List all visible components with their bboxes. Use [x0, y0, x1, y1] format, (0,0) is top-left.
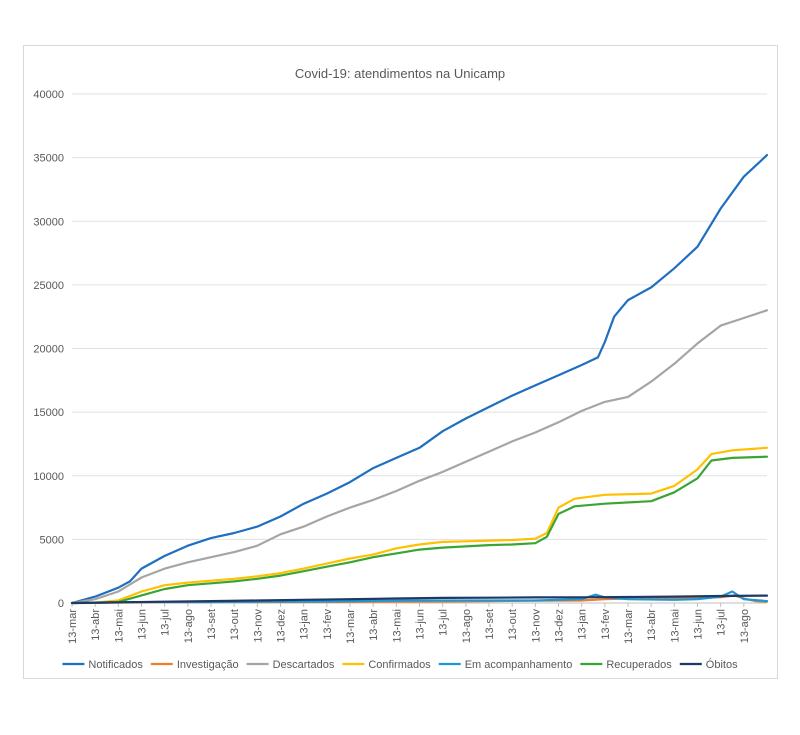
- legend-label-descartados: Descartados: [273, 659, 335, 671]
- series-line-confirmados: [70, 446, 769, 605]
- x-tick-label: 13-jun: [137, 609, 149, 640]
- chart-title: Covid-19: atendimentos na Unicamp: [295, 66, 505, 81]
- x-tick-label: 13-ago: [739, 609, 751, 643]
- x-tick-label: 13-set: [206, 609, 218, 640]
- series-line-obitos: [70, 594, 769, 605]
- x-tick-label: 13-jun: [415, 609, 427, 640]
- x-tick-label: 13-mai: [669, 609, 681, 643]
- x-tick-label: 13-nov: [530, 609, 542, 643]
- legend-label-confirmados: Confirmados: [368, 659, 431, 671]
- gridlines: [72, 93, 767, 604]
- x-tick-label: 13-dez: [554, 609, 566, 643]
- y-tick-label: 15000: [33, 407, 64, 419]
- x-tick-label: 13-dez: [276, 609, 288, 643]
- y-tick-label: 40000: [33, 89, 64, 101]
- chart-frame: [23, 45, 778, 679]
- x-tick-label: 13-set: [484, 609, 496, 640]
- x-tick-label: 13-jul: [438, 609, 450, 636]
- x-tick-label: 13-jun: [693, 609, 705, 640]
- x-axis: 13-mar 13-abr 13-mai 13-jun 13-jul 13-ago 13-s…: [67, 603, 751, 644]
- series-line-descartados: [70, 309, 769, 605]
- x-tick-label: 13-out: [507, 609, 519, 640]
- x-tick-label: 13-mai: [391, 609, 403, 643]
- x-tick-label: 13-fev: [600, 609, 612, 640]
- x-tick-label: 13-mar: [345, 609, 357, 644]
- y-tick-label: 25000: [33, 280, 64, 292]
- y-tick-label: 0: [58, 598, 64, 610]
- x-tick-label: 13-jul: [716, 609, 728, 636]
- x-tick-label: 13-ago: [461, 609, 473, 643]
- x-tick-label: 13-abr: [368, 609, 380, 641]
- x-tick-label: 13-abr: [646, 609, 658, 641]
- y-tick-label: 5000: [40, 534, 64, 546]
- x-tick-label: 13-out: [229, 609, 241, 640]
- y-tick-label: 20000: [33, 344, 64, 356]
- x-tick-label: 13-abr: [90, 609, 102, 641]
- y-axis: 0 5000 10000 15000 20000 25000 30000 35000 40000: [33, 89, 64, 610]
- x-tick-label: 13-jan: [577, 609, 589, 640]
- x-tick-label: 13-jul: [160, 609, 172, 636]
- x-tick-label: 13-mar: [67, 609, 79, 644]
- legend-label-obitos: Óbitos: [706, 658, 738, 671]
- y-tick-label: 35000: [33, 153, 64, 165]
- legend: Notificados Investigação Descartados Confir…: [62, 658, 738, 671]
- series-line-notificados: [70, 154, 769, 605]
- x-tick-label: 13-nov: [252, 609, 264, 643]
- x-tick-label: 13-fev: [322, 609, 334, 640]
- legend-label-recuperados: Recuperados: [606, 659, 672, 671]
- series-line-recuperados: [70, 455, 769, 605]
- series-lines: [70, 154, 769, 605]
- legend-label-em-acompanhamento: Em acompanhamento: [465, 659, 573, 671]
- legend-label-investigacao: Investigação: [177, 659, 239, 671]
- x-tick-label: 13-mai: [113, 609, 125, 643]
- y-tick-label: 30000: [33, 216, 64, 228]
- x-tick-label: 13-mar: [623, 609, 635, 644]
- x-tick-label: 13-ago: [183, 609, 195, 643]
- y-tick-label: 10000: [33, 471, 64, 483]
- legend-label-notificados: Notificados: [88, 659, 143, 671]
- x-tick-label: 13-jan: [299, 609, 311, 640]
